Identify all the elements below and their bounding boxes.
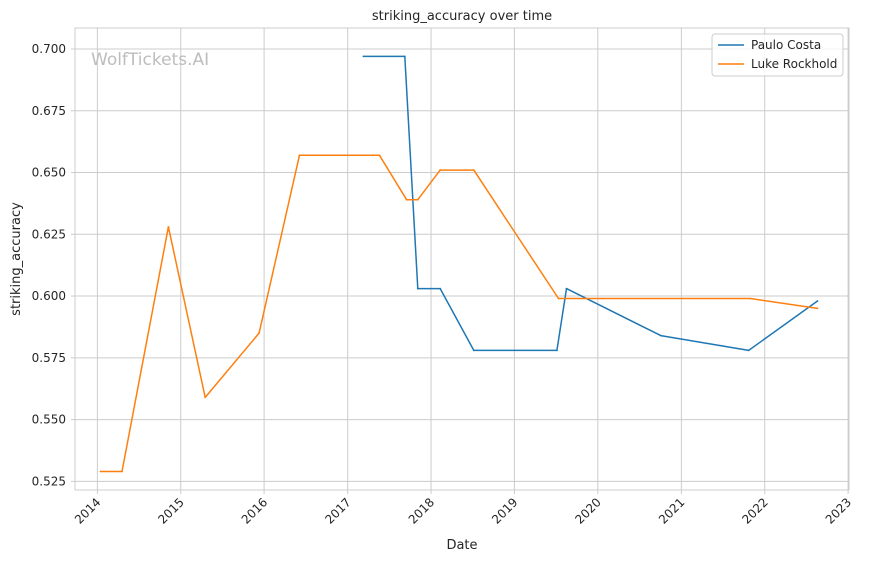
y-tick-label: 0.650 [32,166,66,180]
data-point-luke-rockhold [472,169,475,171]
data-point-luke-rockhold [439,169,442,171]
legend-label-luke-rockhold: Luke Rockhold [751,57,837,71]
x-gridlines [96,28,849,494]
y-tick-label: 0.575 [32,351,66,365]
data-point-paulo-costa [659,334,662,337]
data-point-luke-rockhold [749,297,752,300]
legend-label-paulo-costa: Paulo Costa [751,38,821,52]
chart-title: striking_accuracy over time [372,9,552,24]
legend-box [711,33,844,77]
series-line-luke-rockhold [100,154,818,473]
y-tick-label: 0.700 [32,42,66,56]
data-point-paulo-costa [403,55,406,58]
y-gridlines [71,48,849,482]
data-point-luke-rockhold [121,470,123,473]
data-point-paulo-costa [555,349,558,352]
y-tick-label: 0.525 [32,474,66,488]
data-point-luke-rockhold [378,154,381,157]
data-point-paulo-costa [362,55,365,58]
data-point-paulo-costa [816,300,819,302]
y-tick-labels: 0.525 0.550 0.575 0.600 0.625 0.650 0.675 0.700 [32,42,66,488]
watermark-text: WolfTickets.AI [91,50,209,70]
data-point-paulo-costa [416,287,419,290]
data-point-paulo-costa [472,349,475,352]
series-line-paulo-costa [363,55,818,352]
series-layer [99,55,819,473]
x-axis-title: Date [446,538,477,553]
y-axis-title: striking_accuracy [9,202,24,316]
data-point-luke-rockhold [416,198,419,201]
data-point-paulo-costa [565,287,568,290]
data-point-luke-rockhold [298,154,301,157]
data-point-luke-rockhold [557,297,560,300]
y-tick-label: 0.625 [32,227,66,241]
data-point-luke-rockhold [816,307,819,310]
y-tick-label: 0.550 [32,413,66,427]
data-point-luke-rockhold [99,470,102,473]
y-tick-label: 0.600 [32,289,66,303]
data-point-paulo-costa [439,287,442,290]
data-point-luke-rockhold [405,198,408,201]
y-tick-label: 0.675 [32,104,66,118]
data-point-luke-rockhold [204,396,207,399]
data-point-paulo-costa [747,349,750,352]
plot-frame [74,27,850,491]
legend: Paulo Costa Luke Rockhold [711,33,844,77]
data-point-luke-rockhold [167,225,170,228]
data-point-luke-rockhold [258,332,260,335]
